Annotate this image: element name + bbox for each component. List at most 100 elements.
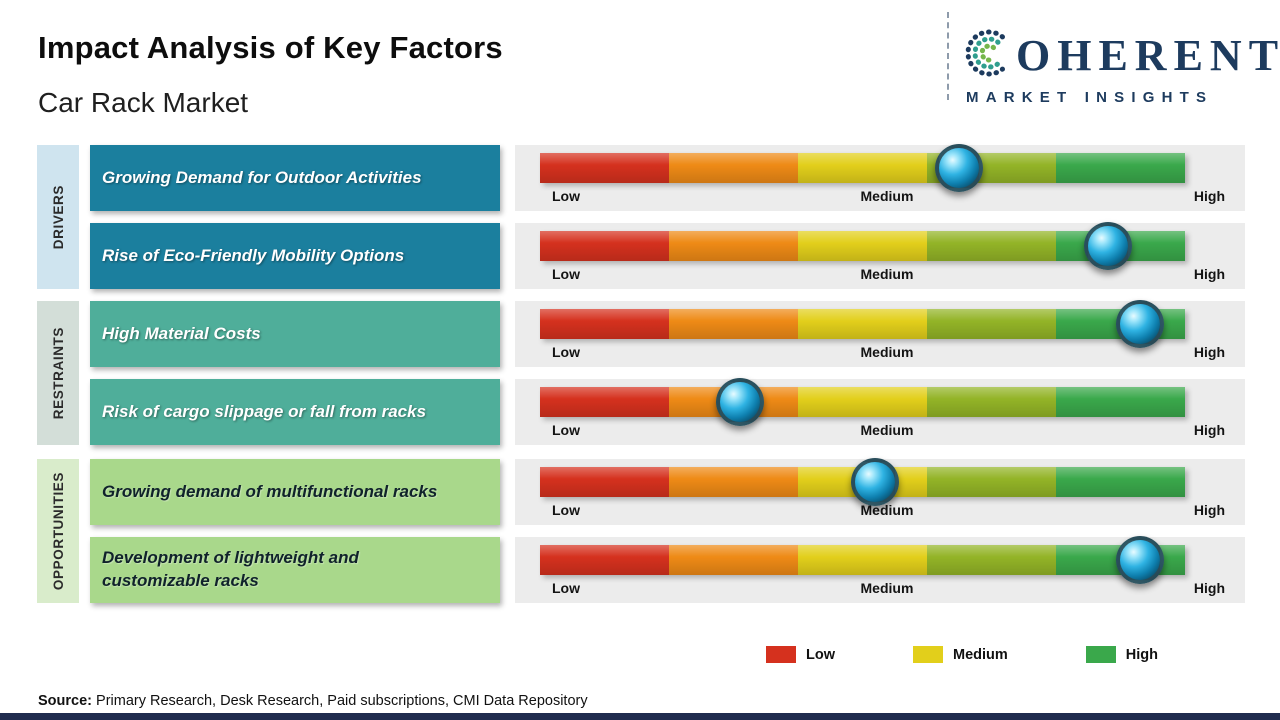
scale-high-label: High xyxy=(1193,580,1225,596)
category-label: DRIVERS xyxy=(50,184,66,250)
factor-label: Growing demand of multifunctional racks xyxy=(102,482,438,501)
factor-box: Development of lightweight and customiza… xyxy=(90,537,500,603)
source-text: Primary Research, Desk Research, Paid su… xyxy=(92,693,588,709)
scale-labels: Low Medium High xyxy=(552,188,1225,204)
bar-segment xyxy=(798,153,927,183)
scale-labels: Low Medium High xyxy=(552,502,1225,518)
factor-box: Growing Demand for Outdoor Activities xyxy=(90,145,500,211)
source-prefix: Source: xyxy=(38,693,92,709)
scale-low-label: Low xyxy=(552,266,580,282)
scale-high-label: High xyxy=(1193,188,1225,204)
bar-segment xyxy=(540,309,669,339)
bar-segment xyxy=(540,231,669,261)
scale-labels: Low Medium High xyxy=(552,266,1225,282)
impact-bar-panel: Low Medium High xyxy=(515,144,1245,211)
legend-swatch xyxy=(1085,646,1116,663)
scale-low-label: Low xyxy=(552,344,580,360)
bar-segment xyxy=(1056,467,1185,497)
impact-row: Development of lightweight and customiza… xyxy=(90,536,1245,603)
scale-low-label: Low xyxy=(552,502,580,518)
impact-row: Risk of cargo slippage or fall from rack… xyxy=(90,378,1245,445)
bar-segment xyxy=(927,545,1056,575)
impact-bar-panel: Low Medium High xyxy=(515,458,1245,525)
impact-bar-track xyxy=(540,300,1185,348)
bar-segment xyxy=(927,309,1056,339)
impact-row: Growing Demand for Outdoor Activities Lo… xyxy=(90,144,1245,211)
bar-segment xyxy=(669,467,798,497)
impact-bar-panel: Low Medium High xyxy=(515,222,1245,289)
bar-segment xyxy=(927,387,1056,417)
category-block-restraints: RESTRAINTS xyxy=(37,301,79,445)
impact-marker xyxy=(715,378,764,426)
impact-bar-track xyxy=(540,458,1185,506)
scale-high-label: High xyxy=(1193,502,1225,518)
bar-segment xyxy=(1056,153,1185,183)
page-title: Impact Analysis of Key Factors xyxy=(38,30,503,65)
factor-box: Rise of Eco-Friendly Mobility Options xyxy=(90,223,500,289)
bar-segment xyxy=(540,153,669,183)
scale-labels: Low Medium High xyxy=(552,580,1225,596)
bar-segment xyxy=(927,231,1056,261)
source-note: Source: Primary Research, Desk Research,… xyxy=(38,693,588,709)
impact-bar-panel: Low Medium High xyxy=(515,536,1245,603)
impact-bar-track xyxy=(540,378,1185,426)
logo-mosaic-c-icon xyxy=(962,26,1016,85)
legend-item: Low xyxy=(766,646,835,663)
legend-label: Medium xyxy=(953,646,1008,663)
impact-bar-track xyxy=(540,222,1185,270)
factor-box: High Material Costs xyxy=(90,301,500,367)
bar-segment xyxy=(798,309,927,339)
impact-marker xyxy=(1115,300,1164,348)
scale-low-label: Low xyxy=(552,580,580,596)
scale-medium-label: Medium xyxy=(860,422,914,438)
impact-bar-panel: Low Medium High xyxy=(515,378,1245,445)
legend-swatch xyxy=(913,646,943,663)
scale-medium-label: Medium xyxy=(860,344,914,360)
legend-label: High xyxy=(1125,646,1158,663)
bar-segment xyxy=(798,387,927,417)
scale-labels: Low Medium High xyxy=(552,344,1225,360)
bar-segment xyxy=(540,545,669,575)
category-block-drivers: DRIVERS xyxy=(37,145,79,289)
impact-marker xyxy=(851,458,900,506)
category-label: OPPORTUNITIES xyxy=(50,471,66,591)
logo-wordmark: OHERENT xyxy=(1016,30,1280,80)
logo-divider xyxy=(947,12,949,100)
scale-high-label: High xyxy=(1193,266,1225,282)
impact-row: Rise of Eco-Friendly Mobility Options Lo… xyxy=(90,222,1245,289)
bar-segment xyxy=(540,467,669,497)
scale-high-label: High xyxy=(1193,344,1225,360)
footer-accent-bar xyxy=(0,713,1280,720)
impact-marker xyxy=(1115,536,1164,584)
impact-row: High Material Costs Low Medium High xyxy=(90,300,1245,367)
logo-tagline: MARKET INSIGHTS xyxy=(966,89,1214,106)
scale-medium-label: Medium xyxy=(860,188,914,204)
legend-item: High xyxy=(1085,646,1158,663)
company-logo: OHERENT MARKET INSIGHTS xyxy=(962,26,1278,106)
legend: Low Medium High xyxy=(766,646,1158,663)
factor-label: Risk of cargo slippage or fall from rack… xyxy=(102,402,427,421)
legend-item: Medium xyxy=(913,646,1008,663)
category-label: RESTRAINTS xyxy=(50,326,66,420)
bar-segment xyxy=(669,231,798,261)
bar-segment xyxy=(798,231,927,261)
page-subtitle: Car Rack Market xyxy=(38,87,249,118)
category-block-opportunities: OPPORTUNITIES xyxy=(37,459,79,603)
bar-segment xyxy=(669,309,798,339)
bar-segment xyxy=(669,545,798,575)
factor-label: Growing Demand for Outdoor Activities xyxy=(102,168,422,187)
scale-medium-label: Medium xyxy=(860,502,914,518)
scale-low-label: Low xyxy=(552,422,580,438)
factor-label: High Material Costs xyxy=(102,324,261,343)
bar-segment xyxy=(669,153,798,183)
factor-box: Risk of cargo slippage or fall from rack… xyxy=(90,379,500,445)
scale-high-label: High xyxy=(1193,422,1225,438)
impact-marker xyxy=(935,144,984,192)
bar-segment xyxy=(540,387,669,417)
legend-label: Low xyxy=(806,646,835,663)
scale-labels: Low Medium High xyxy=(552,422,1225,438)
impact-bar-track xyxy=(540,144,1185,192)
scale-medium-label: Medium xyxy=(860,266,914,282)
bar-segment xyxy=(927,467,1056,497)
